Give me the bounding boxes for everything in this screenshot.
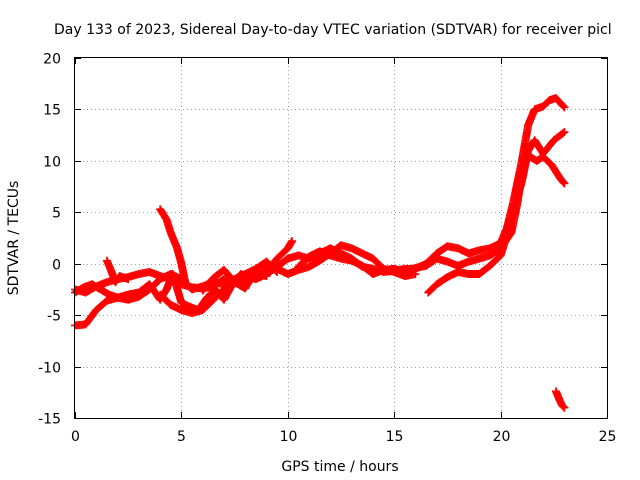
data-point-marker [272, 266, 281, 275]
series-track-10 [551, 387, 569, 412]
y-tick-label: -5 [47, 309, 61, 325]
y-tick-label: 0 [52, 258, 61, 274]
data-point-marker [262, 272, 271, 281]
data-point-marker [560, 128, 569, 137]
y-tick-label: 20 [43, 52, 61, 68]
data-point-marker [559, 102, 568, 111]
y-tick-label: 10 [43, 155, 61, 171]
y-tick-label: -15 [38, 412, 61, 428]
data-point-marker [559, 402, 568, 411]
data-point-marker [124, 275, 133, 284]
data-point-marker [560, 403, 569, 412]
x-axis-label: GPS time / hours [281, 459, 398, 475]
data-point-marker [559, 128, 568, 137]
data-point-marker [288, 237, 297, 246]
x-tick-label: 10 [280, 429, 298, 445]
x-tick-label: 25 [599, 429, 617, 445]
data-point-marker [560, 103, 569, 112]
y-tick-label: 5 [52, 206, 61, 222]
data-point-marker [560, 179, 569, 188]
data-point-marker [181, 280, 190, 289]
series-track-9 [424, 128, 569, 297]
y-tick-label: -10 [38, 361, 61, 377]
data-point-marker [273, 267, 282, 276]
data-point-marker [559, 178, 568, 187]
data-point-marker [411, 270, 420, 278]
series-track-7 [102, 256, 133, 287]
chart-title: Day 133 of 2023, Sidereal Day-to-day VTE… [54, 22, 612, 38]
x-tick-label: 5 [177, 429, 186, 445]
x-tick-label: 15 [386, 429, 404, 445]
data-markers [71, 94, 569, 412]
y-tick-label: 15 [43, 103, 61, 119]
x-tick-label: 0 [71, 429, 80, 445]
series-track-6 [156, 205, 190, 289]
plot-frame [74, 57, 608, 419]
y-axis-label: SDTVAR / TECUs [6, 181, 22, 296]
x-tick-label: 20 [493, 429, 511, 445]
series-track-8 [198, 257, 282, 295]
